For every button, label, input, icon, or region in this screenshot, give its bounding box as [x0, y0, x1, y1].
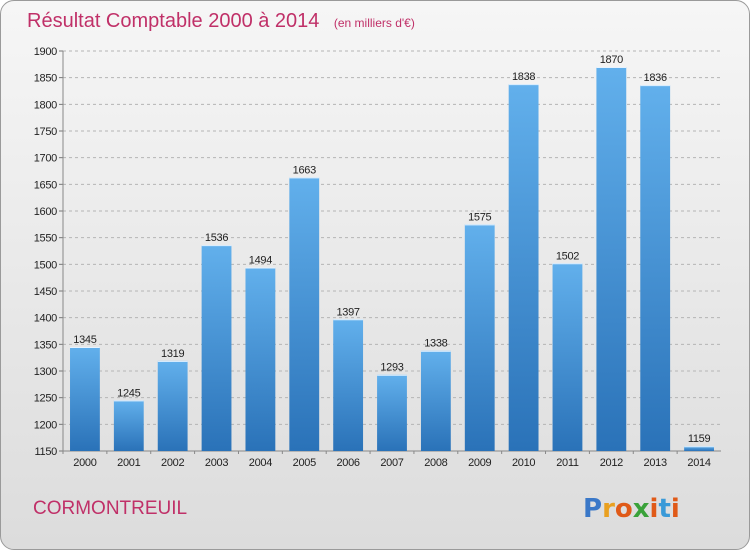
bar: [333, 319, 364, 451]
y-tick-label: 1300: [34, 366, 57, 378]
y-tick-label: 1700: [34, 153, 57, 165]
data-label: 1575: [468, 211, 491, 223]
logo-letter: P: [583, 494, 602, 524]
y-tick-label: 1500: [34, 259, 57, 271]
logo-letter: i: [650, 494, 659, 524]
data-label: 1663: [293, 164, 316, 176]
x-tick-label: 2004: [249, 457, 272, 469]
bar: [70, 347, 100, 451]
bar: [113, 400, 144, 451]
x-tick-label: 2002: [161, 457, 184, 469]
data-label: 1836: [644, 72, 667, 84]
data-label: 1319: [161, 348, 184, 360]
data-label: 1159: [688, 433, 711, 445]
bar: [289, 177, 320, 451]
x-tick-label: 2014: [687, 457, 710, 469]
chart-title: Résultat Comptable 2000 à 2014: [27, 10, 319, 32]
logo-letter: r: [602, 494, 615, 524]
bar: [464, 224, 495, 451]
bar: [201, 245, 232, 451]
y-tick-label: 1550: [34, 233, 57, 245]
x-tick-labels: 2000 2001 2002 2003 2004 2005 2006 2007 2008 2009…: [73, 457, 711, 469]
x-tick-label: 2012: [600, 457, 623, 469]
data-label: 1502: [556, 250, 579, 262]
y-tick-label: 1600: [34, 206, 57, 218]
y-tick-label: 1350: [34, 339, 57, 351]
x-tick-label: 2005: [293, 457, 316, 469]
logo-letter: o: [615, 494, 633, 524]
bar: [596, 67, 627, 451]
logo-letter: t: [658, 494, 670, 524]
data-label: 1245: [117, 387, 140, 399]
y-tick-label: 1800: [34, 99, 57, 111]
bar: [420, 350, 451, 451]
chart-subtitle: (en milliers d'€): [334, 16, 415, 30]
logo-letter: i: [671, 494, 680, 524]
y-tick-label: 1450: [34, 286, 57, 298]
x-tick-label: 2011: [556, 457, 579, 469]
bars: [70, 67, 714, 452]
data-label: 1338: [424, 338, 447, 350]
y-tick-label: 1400: [34, 313, 57, 325]
y-tick-label: 1650: [34, 179, 57, 191]
proxiti-logo: Proxiti: [583, 494, 680, 524]
x-tick-label: 2008: [424, 457, 447, 469]
commune-name: CORMONTREUIL: [33, 498, 187, 519]
x-tick-label: 2003: [205, 457, 228, 469]
data-label: 1870: [600, 54, 623, 66]
y-tick-labels: 1150 1200 1250 1300 1350 1400 1450 1500 1550 1600…: [34, 46, 58, 458]
x-tick-label: 2007: [380, 457, 403, 469]
data-labels: 1345 1245 1319 1536 1494 1663 1397 1293 1338 1575…: [73, 54, 710, 445]
data-label: 1397: [336, 306, 359, 318]
data-label: 1345: [73, 334, 96, 346]
x-tick-label: 2010: [512, 457, 535, 469]
x-tick-label: 2009: [468, 457, 491, 469]
bar: [157, 360, 188, 451]
y-tick-label: 1200: [34, 419, 57, 431]
y-tick-label: 1900: [34, 46, 57, 58]
y-tick-label: 1150: [35, 446, 58, 458]
bar: [245, 267, 276, 451]
y-tick-label: 1250: [34, 393, 57, 405]
bar: [640, 85, 671, 451]
x-tick-label: 2013: [644, 457, 667, 469]
logo-letter: x: [633, 494, 650, 524]
data-label: 1536: [205, 232, 228, 244]
bar: [684, 446, 714, 451]
data-label: 1838: [512, 71, 535, 83]
y-tick-label: 1750: [34, 126, 57, 138]
x-tick-label: 2000: [73, 457, 96, 469]
data-label: 1293: [380, 362, 403, 374]
x-tick-label: 2006: [336, 457, 359, 469]
y-tick-label: 1850: [34, 73, 57, 85]
x-tick-label: 2001: [117, 457, 140, 469]
bar: [508, 84, 539, 452]
chart-title-group: Résultat Comptable 2000 à 2014 (en milli…: [27, 10, 415, 32]
data-label: 1494: [249, 255, 272, 267]
bar: [552, 263, 583, 451]
bar: [377, 374, 407, 451]
